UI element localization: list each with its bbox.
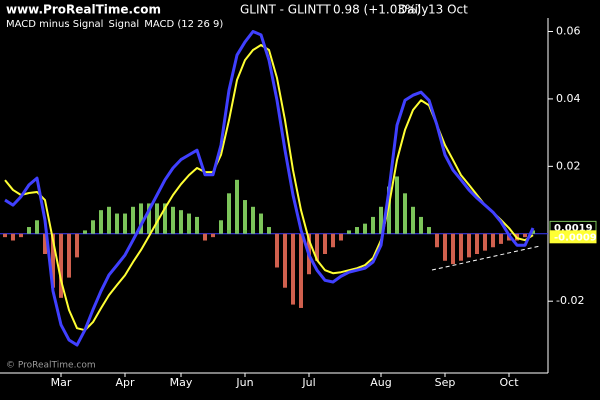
histogram-bar bbox=[467, 233, 471, 258]
histogram-bar bbox=[51, 233, 55, 288]
histogram-bar bbox=[83, 230, 87, 234]
current-value-box bbox=[549, 230, 597, 244]
histogram-bar bbox=[267, 227, 271, 234]
series-line bbox=[4, 29, 535, 347]
histogram-bar bbox=[35, 220, 39, 234]
x-tick-label: Sep bbox=[435, 376, 456, 389]
histogram-bar bbox=[3, 233, 7, 238]
histogram-bar bbox=[163, 203, 167, 234]
histogram-bar bbox=[187, 213, 191, 234]
histogram-bar bbox=[499, 233, 503, 244]
histogram-bar bbox=[99, 210, 103, 234]
histogram-bar bbox=[459, 233, 463, 261]
histogram-bar bbox=[347, 230, 351, 234]
copyright: © ProRealTime.com bbox=[6, 361, 96, 371]
histogram-bar bbox=[59, 233, 63, 298]
histogram-bar bbox=[331, 233, 335, 248]
histogram-bar bbox=[475, 233, 479, 254]
histogram-bar bbox=[171, 206, 175, 234]
histogram-bar bbox=[11, 233, 15, 241]
histogram-bar bbox=[523, 233, 527, 238]
current-value-label: 0.0019 bbox=[554, 223, 593, 234]
legend-entry: MACD minus Signal bbox=[6, 19, 103, 30]
date: 13 Oct bbox=[428, 3, 468, 17]
histogram-bar bbox=[363, 223, 367, 234]
histogram-bar bbox=[259, 213, 263, 234]
x-tick-label: Jul bbox=[301, 376, 315, 389]
y-tick-label: 0.02 bbox=[556, 159, 581, 172]
histogram-bar bbox=[251, 206, 255, 234]
histogram-bar bbox=[123, 213, 127, 234]
histogram-bar bbox=[275, 233, 279, 268]
series-line bbox=[4, 43, 534, 332]
histogram-bar bbox=[179, 210, 183, 234]
histogram-bar bbox=[235, 179, 239, 234]
histogram-bar bbox=[27, 227, 31, 234]
site-name: www.ProRealTime.com bbox=[6, 3, 161, 17]
histogram-bar bbox=[371, 216, 375, 234]
histogram-bar bbox=[379, 206, 383, 234]
histogram-bar bbox=[483, 233, 487, 251]
x-tick-label: Jun bbox=[235, 376, 253, 389]
x-tick-label: Oct bbox=[499, 376, 519, 389]
histogram-bar bbox=[155, 203, 159, 234]
x-tick-label: May bbox=[170, 376, 193, 389]
y-tick-label: -0.02 bbox=[556, 294, 584, 307]
histogram-bar bbox=[139, 203, 143, 234]
x-tick-label: Aug bbox=[370, 376, 391, 389]
histogram-bar bbox=[227, 193, 231, 234]
histogram-bar bbox=[491, 233, 495, 248]
histogram-bar bbox=[451, 233, 455, 265]
histogram-bar bbox=[203, 233, 207, 241]
histogram-bar bbox=[291, 233, 295, 305]
x-tick-label: Mar bbox=[51, 376, 72, 389]
histogram-bar bbox=[211, 233, 215, 238]
histogram-bar bbox=[323, 233, 327, 254]
chart-title: GLINT - GLINTT bbox=[240, 3, 331, 17]
trend-line bbox=[431, 245, 541, 271]
histogram-bar bbox=[427, 227, 431, 234]
histogram-bar bbox=[131, 206, 135, 234]
histogram-bar bbox=[419, 216, 423, 234]
legend-entry: MACD (12 26 9) bbox=[144, 19, 223, 30]
histogram-bar bbox=[531, 230, 535, 234]
histogram-bar bbox=[19, 233, 23, 238]
period: Daily bbox=[398, 3, 428, 17]
histogram-bar bbox=[387, 186, 391, 234]
histogram-bar bbox=[115, 213, 119, 234]
histogram-bar bbox=[403, 193, 407, 234]
histogram-bar bbox=[147, 203, 151, 234]
histogram-bar bbox=[195, 216, 199, 234]
y-tick-label: 0.06 bbox=[556, 24, 581, 37]
histogram-bar bbox=[395, 176, 399, 234]
histogram-bar bbox=[107, 206, 111, 234]
histogram-bar bbox=[75, 233, 79, 258]
legend-entry: Signal bbox=[108, 19, 139, 30]
histogram-bar bbox=[355, 227, 359, 234]
histogram-bar bbox=[443, 233, 447, 261]
histogram-bar bbox=[91, 220, 95, 234]
histogram-bar bbox=[67, 233, 71, 278]
histogram-bar bbox=[219, 220, 223, 234]
quote: 0.98 (+1.03%) bbox=[333, 3, 421, 17]
current-value-label: -0.0009 bbox=[554, 232, 597, 243]
histogram-bar bbox=[43, 233, 47, 254]
histogram-bar bbox=[435, 233, 439, 248]
histogram-bar bbox=[243, 200, 247, 234]
x-tick-label: Apr bbox=[115, 376, 135, 389]
histogram-bar bbox=[339, 233, 343, 241]
histogram-bar bbox=[411, 206, 415, 234]
histogram-bar bbox=[283, 233, 287, 288]
histogram-bar bbox=[299, 233, 303, 308]
histogram-bar bbox=[315, 233, 319, 261]
y-tick-label: 0.04 bbox=[556, 92, 581, 105]
